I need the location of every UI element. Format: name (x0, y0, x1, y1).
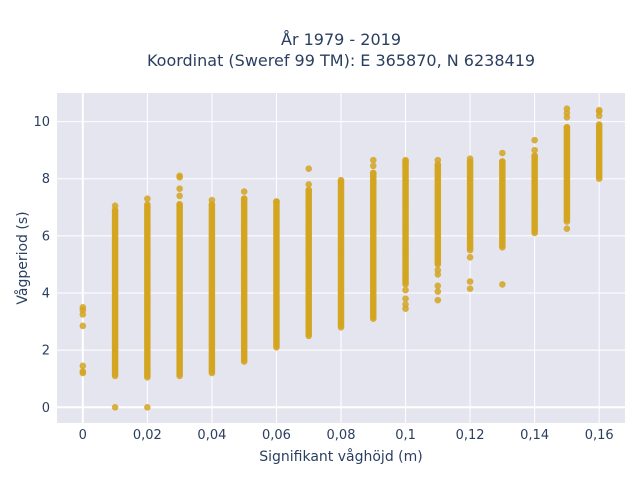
data-point (79, 362, 87, 370)
y-tick-label: 6 (42, 229, 50, 244)
x-axis-label: Signifikant våghöjd (m) (259, 448, 422, 465)
data-point (369, 156, 377, 164)
data-points (79, 105, 603, 411)
data-point (176, 201, 183, 208)
data-point (337, 176, 345, 184)
x-tick-label: 0 (79, 428, 87, 443)
data-point (466, 253, 474, 261)
x-tick-label: 0,04 (197, 428, 226, 443)
data-point (79, 368, 87, 375)
data-point (434, 288, 442, 295)
data-point (305, 186, 313, 194)
data-point (402, 295, 409, 303)
x-tick-label: 0,12 (456, 428, 485, 443)
data-point (466, 285, 474, 293)
data-point (305, 181, 313, 188)
y-tick-labels: 0 2 4 6 8 10 (33, 115, 50, 416)
data-point (79, 303, 87, 311)
data-point (144, 195, 151, 203)
data-point (531, 152, 538, 160)
data-point (79, 322, 87, 330)
data-point (111, 403, 119, 411)
data-point (273, 198, 280, 205)
data-point (402, 301, 409, 308)
data-point (531, 136, 538, 144)
data-point (208, 196, 216, 204)
y-tick-label: 4 (42, 287, 50, 302)
data-point (563, 225, 571, 233)
data-point (369, 169, 377, 177)
data-point (176, 172, 183, 180)
data-point (466, 155, 474, 163)
y-tick-label: 0 (42, 401, 50, 416)
y-axis-label: Vågperiod (s) (14, 211, 31, 304)
x-tick-label: 0,02 (133, 428, 162, 443)
y-tick-label: 8 (42, 172, 50, 187)
data-point (434, 282, 442, 290)
data-point (499, 281, 506, 288)
data-point (402, 156, 409, 164)
data-point (402, 286, 409, 294)
data-point (144, 403, 151, 411)
x-tick-label: 0,16 (585, 428, 614, 443)
x-tick-labels: 0 0,02 0,04 0,06 0,08 0,1 0,12 0,14 0,16 (79, 428, 614, 443)
data-point (240, 195, 248, 203)
chart-title-line-2: Koordinat (Sweref 99 TM): E 365870, N 62… (147, 51, 535, 70)
data-point (434, 296, 442, 304)
data-point (434, 156, 442, 164)
data-point (531, 146, 538, 154)
data-point (176, 185, 183, 193)
data-point (595, 121, 603, 128)
data-point (111, 202, 119, 210)
x-tick-label: 0,06 (262, 428, 291, 443)
data-point (563, 105, 571, 113)
data-point (176, 192, 183, 200)
data-point (499, 158, 506, 165)
y-tick-label: 2 (42, 344, 50, 359)
data-point (240, 188, 248, 195)
y-tick-label: 10 (33, 115, 50, 130)
data-point (434, 266, 442, 274)
x-tick-label: 0,14 (520, 428, 549, 443)
data-point (305, 165, 313, 173)
data-point (466, 278, 474, 285)
data-point (595, 106, 603, 114)
data-point (369, 162, 377, 170)
chart-title-line-1: År 1979 - 2019 (281, 30, 401, 49)
x-tick-label: 0,1 (395, 428, 416, 443)
x-tick-label: 0,08 (327, 428, 356, 443)
data-point (563, 123, 571, 131)
data-point (144, 201, 151, 208)
data-point (499, 149, 506, 157)
